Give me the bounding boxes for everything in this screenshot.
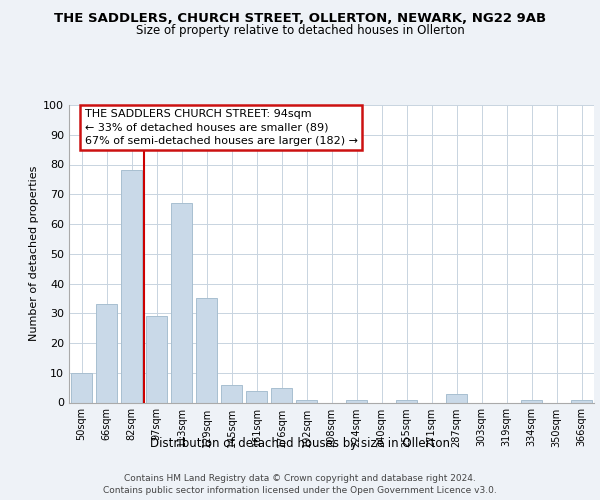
Bar: [296, 400, 317, 402]
Bar: [521, 400, 542, 402]
Bar: [571, 400, 592, 402]
Bar: [96, 304, 117, 402]
Text: Size of property relative to detached houses in Ollerton: Size of property relative to detached ho…: [136, 24, 464, 37]
Bar: [396, 400, 417, 402]
Bar: [221, 384, 242, 402]
Bar: [246, 390, 267, 402]
Text: Distribution of detached houses by size in Ollerton: Distribution of detached houses by size …: [150, 438, 450, 450]
Bar: [171, 203, 192, 402]
Bar: [146, 316, 167, 402]
Text: Contains HM Land Registry data © Crown copyright and database right 2024.: Contains HM Land Registry data © Crown c…: [124, 474, 476, 483]
Text: THE SADDLERS, CHURCH STREET, OLLERTON, NEWARK, NG22 9AB: THE SADDLERS, CHURCH STREET, OLLERTON, N…: [54, 12, 546, 26]
Bar: [196, 298, 217, 403]
Text: Contains public sector information licensed under the Open Government Licence v3: Contains public sector information licen…: [103, 486, 497, 495]
Bar: [271, 388, 292, 402]
Text: THE SADDLERS CHURCH STREET: 94sqm
← 33% of detached houses are smaller (89)
67% : THE SADDLERS CHURCH STREET: 94sqm ← 33% …: [85, 110, 358, 146]
Bar: [71, 373, 92, 402]
Bar: [446, 394, 467, 402]
Bar: [121, 170, 142, 402]
Bar: [346, 400, 367, 402]
Y-axis label: Number of detached properties: Number of detached properties: [29, 166, 39, 342]
